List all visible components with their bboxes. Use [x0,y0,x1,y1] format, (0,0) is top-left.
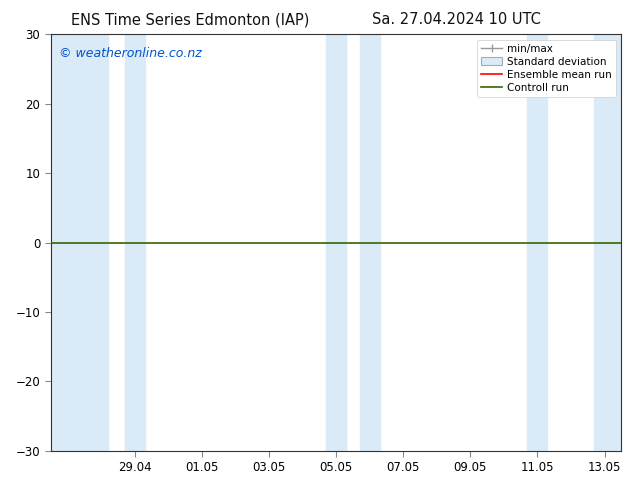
Bar [527,34,548,451]
Bar [51,34,108,451]
Bar [326,34,346,451]
Text: © weatheronline.co.nz: © weatheronline.co.nz [59,47,202,60]
Bar [595,34,621,451]
Bar [359,34,380,451]
Text: Sa. 27.04.2024 10 UTC: Sa. 27.04.2024 10 UTC [372,12,541,27]
Text: ENS Time Series Edmonton (IAP): ENS Time Series Edmonton (IAP) [71,12,309,27]
Legend: min/max, Standard deviation, Ensemble mean run, Controll run: min/max, Standard deviation, Ensemble me… [477,40,616,97]
Bar [124,34,145,451]
